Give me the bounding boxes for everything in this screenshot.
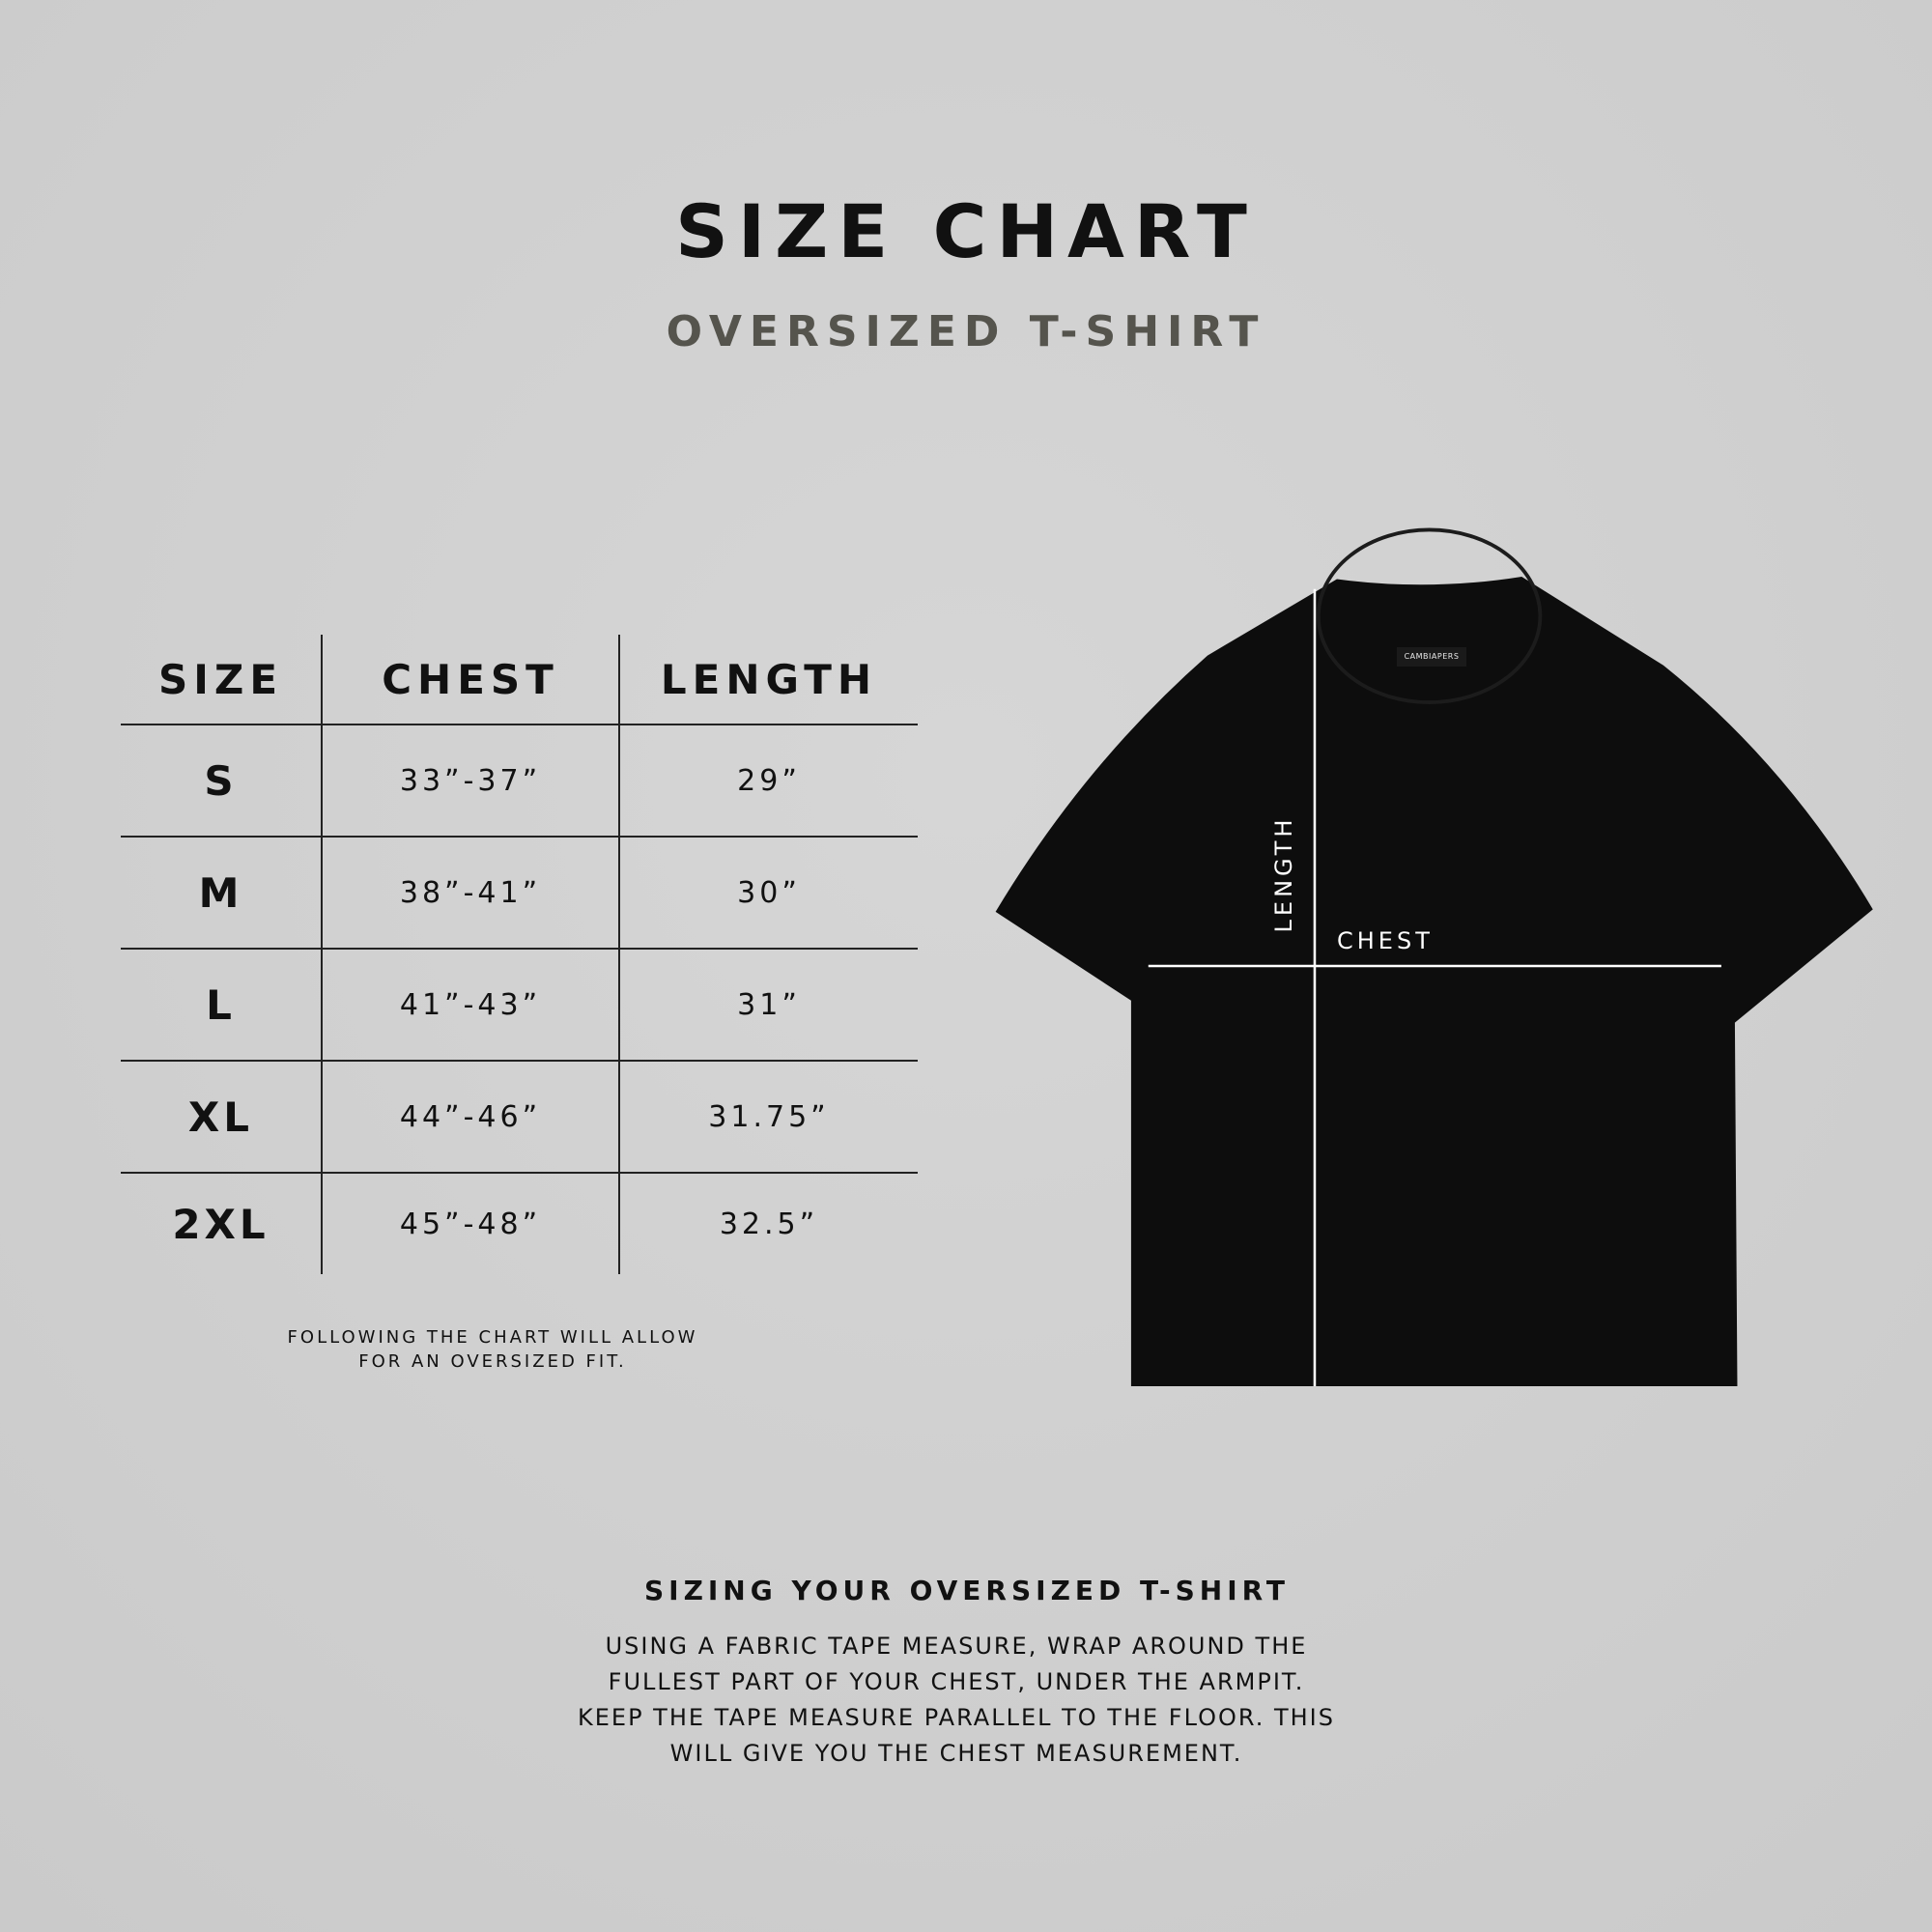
tshirt-collar: [1316, 527, 1543, 704]
length-cell: 30”: [619, 836, 918, 949]
chest-cell: 44”-46”: [322, 1060, 620, 1173]
guide-line: USING A FABRIC TAPE MEASURE, WRAP AROUND…: [605, 1633, 1308, 1660]
chest-label: CHEST: [1337, 927, 1434, 954]
table-header: SIZE CHEST LENGTH: [121, 635, 918, 724]
header-size: SIZE: [121, 635, 323, 724]
header-chest: CHEST: [322, 635, 620, 724]
table-row: 2XL 45”-48” 32.5”: [121, 1172, 918, 1274]
length-cell: 29”: [619, 724, 918, 837]
table-row: L 41”-43” 31”: [121, 948, 918, 1061]
page-subtitle: OVERSIZED T-SHIRT: [666, 307, 1266, 356]
chest-cell: 45”-48”: [322, 1172, 620, 1274]
chest-cell: 41”-43”: [322, 948, 620, 1061]
fit-note: FOLLOWING THE CHART WILL ALLOW FOR AN OV…: [288, 1325, 698, 1374]
fit-note-line: FOR AN OVERSIZED FIT.: [358, 1351, 627, 1372]
length-cell: 31”: [619, 948, 918, 1061]
table-row: M 38”-41” 30”: [121, 836, 918, 949]
length-label: LENGTH: [1270, 815, 1297, 933]
size-cell: S: [121, 724, 323, 837]
size-cell: 2XL: [121, 1172, 323, 1274]
tshirt-shape: [995, 576, 1873, 1386]
guide-text: USING A FABRIC TAPE MEASURE, WRAP AROUND…: [578, 1629, 1335, 1772]
guide-heading: SIZING YOUR OVERSIZED T-SHIRT: [643, 1575, 1291, 1606]
size-cell: M: [121, 836, 323, 949]
guide-line: WILL GIVE YOU THE CHEST MEASUREMENT.: [669, 1740, 1243, 1767]
chest-cell: 38”-41”: [322, 836, 620, 949]
length-cell: 32.5”: [619, 1172, 918, 1274]
fit-note-line: FOLLOWING THE CHART WILL ALLOW: [287, 1327, 698, 1348]
guide-line: KEEP THE TAPE MEASURE PARALLEL TO THE FL…: [578, 1704, 1335, 1731]
table-row: XL 44”-46” 31.75”: [121, 1060, 918, 1173]
size-cell: XL: [121, 1060, 323, 1173]
size-cell: L: [121, 948, 323, 1061]
chest-cell: 33”-37”: [322, 724, 620, 837]
length-cell: 31.75”: [619, 1060, 918, 1173]
table-row: S 33”-37” 29”: [121, 724, 918, 837]
size-table: SIZE CHEST LENGTH S 33”-37” 29” M 38”-41…: [121, 635, 918, 1274]
guide-line: FULLEST PART OF YOUR CHEST, UNDER THE AR…: [608, 1668, 1305, 1695]
header-length: LENGTH: [660, 655, 878, 703]
page-title: SIZE CHART: [675, 188, 1257, 274]
brand-tag: CAMBIAPERS: [1397, 647, 1466, 667]
